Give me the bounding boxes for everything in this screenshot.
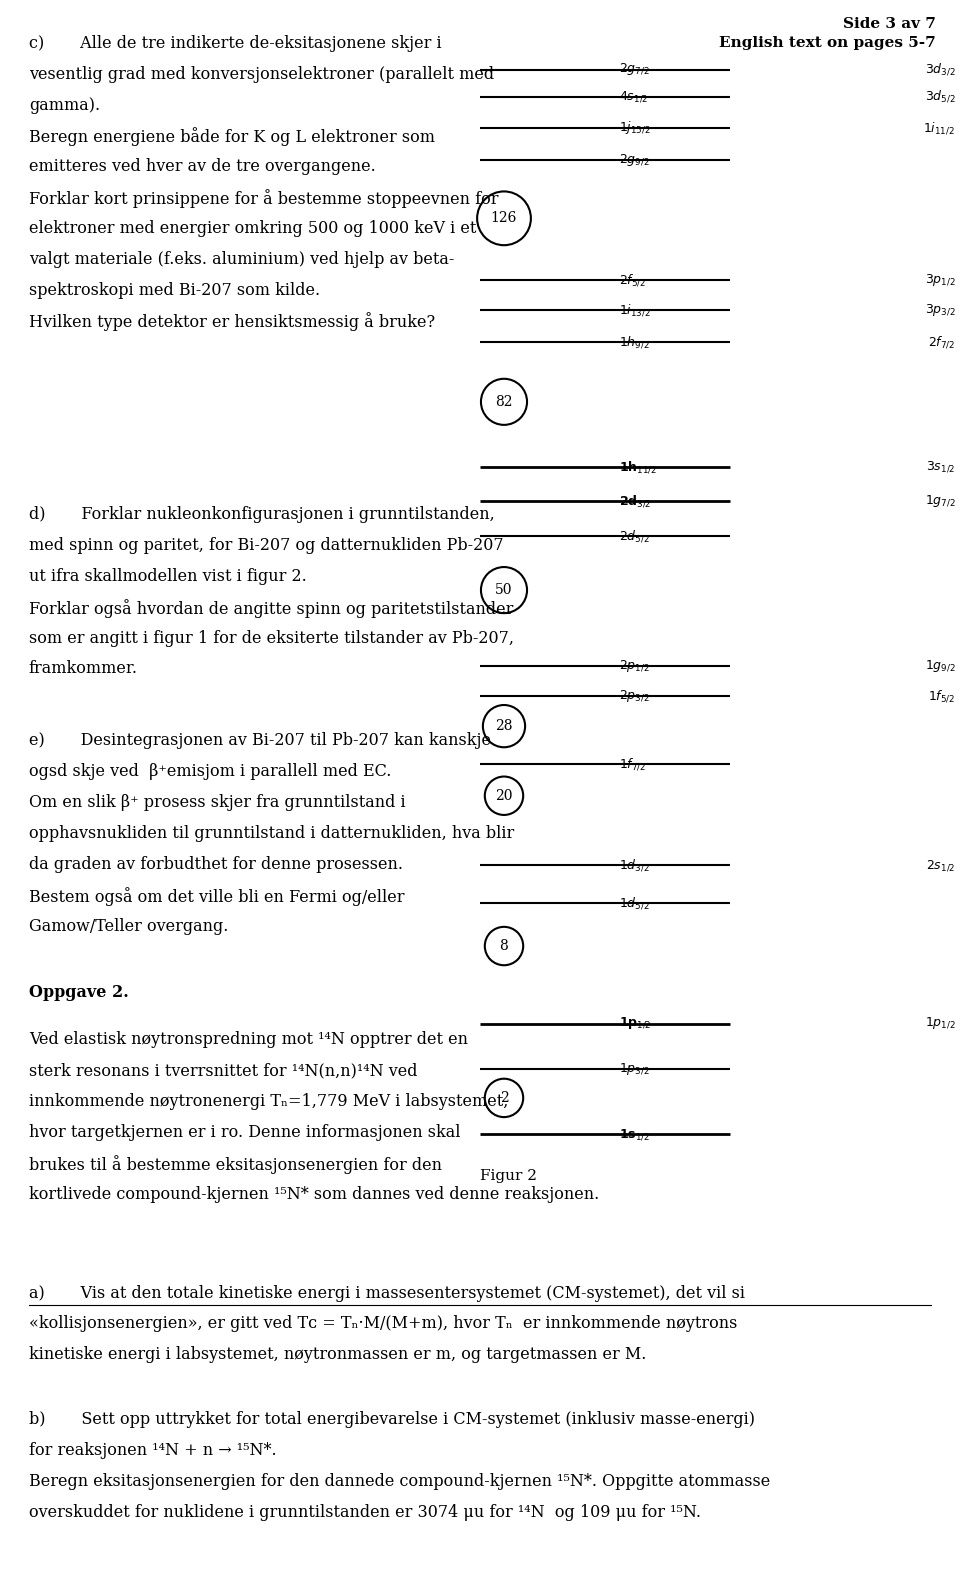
Text: $1d_{3/2}$: $1d_{3/2}$: [619, 857, 650, 873]
Text: $2s_{1/2}$: $2s_{1/2}$: [926, 857, 955, 873]
Text: kortlivede compound-kjernen ¹⁵N* som dannes ved denne reaksjonen.: kortlivede compound-kjernen ¹⁵N* som dan…: [29, 1186, 599, 1202]
Text: $2g_{7/2}$: $2g_{7/2}$: [619, 62, 650, 78]
Text: $2f_{5/2}$: $2f_{5/2}$: [619, 272, 646, 288]
Text: $4s_{1/2}$: $4s_{1/2}$: [619, 89, 648, 104]
Text: vesentlig grad med konversjonselektroner (parallelt med: vesentlig grad med konversjonselektroner…: [29, 65, 494, 82]
Text: framkommer.: framkommer.: [29, 661, 138, 677]
Text: $3d_{3/2}$: $3d_{3/2}$: [924, 62, 955, 78]
Text: e)       Desintegrasjonen av Bi-207 til Pb-207 kan kanskje: e) Desintegrasjonen av Bi-207 til Pb-207…: [29, 732, 491, 750]
Text: $\mathbf{1p}_{1/2}$: $\mathbf{1p}_{1/2}$: [619, 1016, 652, 1031]
Text: 2: 2: [499, 1092, 509, 1104]
Text: elektroner med energier omkring 500 og 1000 keV i et: elektroner med energier omkring 500 og 1…: [29, 220, 476, 237]
Text: da graden av forbudthet for denne prosessen.: da graden av forbudthet for denne proses…: [29, 856, 403, 873]
Text: Hvilken type detektor er hensiktsmessig å bruke?: Hvilken type detektor er hensiktsmessig …: [29, 312, 435, 331]
Text: 28: 28: [495, 720, 513, 732]
Text: $1g_{9/2}$: $1g_{9/2}$: [924, 658, 955, 674]
Text: Bestem også om det ville bli en Fermi og/eller: Bestem også om det ville bli en Fermi og…: [29, 886, 404, 905]
Text: $\mathbf{2d}_{3/2}$: $\mathbf{2d}_{3/2}$: [619, 494, 652, 509]
Text: d)       Forklar nukleonkonfigurasjonen i grunntilstanden,: d) Forklar nukleonkonfigurasjonen i grun…: [29, 506, 494, 524]
Text: ut ifra skallmodellen vist i figur 2.: ut ifra skallmodellen vist i figur 2.: [29, 568, 306, 585]
Text: $3d_{5/2}$: $3d_{5/2}$: [924, 89, 955, 104]
Text: $1p_{3/2}$: $1p_{3/2}$: [619, 1062, 650, 1077]
Text: Oppgave 2.: Oppgave 2.: [29, 984, 129, 1001]
Text: ogsd skje ved  β⁺emisjom i parallell med EC.: ogsd skje ved β⁺emisjom i parallell med …: [29, 763, 391, 780]
Text: $2g_{9/2}$: $2g_{9/2}$: [619, 152, 650, 168]
Text: innkommende nøytronenergi Tₙ=1,779 MeV i labsystemet,: innkommende nøytronenergi Tₙ=1,779 MeV i…: [29, 1093, 508, 1111]
Text: 50: 50: [495, 584, 513, 596]
Text: «kollisjonsenergien», er gitt ved Tᴄ = Tₙ·M/(M+m), hvor Tₙ  er innkommende nøytr: «kollisjonsenergien», er gitt ved Tᴄ = T…: [29, 1316, 737, 1332]
Text: $1h_{9/2}$: $1h_{9/2}$: [619, 334, 650, 350]
Text: emitteres ved hver av de tre overgangene.: emitteres ved hver av de tre overgangene…: [29, 158, 375, 176]
Text: gamma).: gamma).: [29, 97, 100, 114]
Text: Ved elastisk nøytronspredning mot ¹⁴N opptrer det en: Ved elastisk nøytronspredning mot ¹⁴N op…: [29, 1031, 468, 1049]
Text: $3s_{1/2}$: $3s_{1/2}$: [926, 459, 955, 475]
Text: Beregn energiene både for K og L elektroner som: Beregn energiene både for K og L elektro…: [29, 128, 435, 146]
Text: brukes til å bestemme eksitasjonsenergien for den: brukes til å bestemme eksitasjonsenergie…: [29, 1155, 442, 1174]
Text: a)       Vis at den totale kinetiske energi i massesentersystemet (CM-systemet),: a) Vis at den totale kinetiske energi i …: [29, 1285, 745, 1302]
Text: $\mathbf{1h}_{11/2}$: $\mathbf{1h}_{11/2}$: [619, 459, 658, 475]
Text: Om en slik β⁺ prosess skjer fra grunntilstand i: Om en slik β⁺ prosess skjer fra grunntil…: [29, 794, 405, 812]
Text: $2d_{5/2}$: $2d_{5/2}$: [619, 528, 650, 544]
Text: kinetiske energi i labsystemet, nøytronmassen er m, og targetmassen er M.: kinetiske energi i labsystemet, nøytronm…: [29, 1346, 646, 1364]
Text: Beregn eksitasjonsenergien for den dannede compound-kjernen ¹⁵N*. Oppgitte atomm: Beregn eksitasjonsenergien for den danne…: [29, 1473, 770, 1490]
Text: $1f_{5/2}$: $1f_{5/2}$: [928, 688, 955, 704]
Text: $1j_{15/2}$: $1j_{15/2}$: [619, 120, 651, 136]
Text: med spinn og paritet, for Bi-207 og datternukliden Pb-207: med spinn og paritet, for Bi-207 og datt…: [29, 536, 503, 554]
Text: Side 3 av 7
English text on pages 5-7: Side 3 av 7 English text on pages 5-7: [719, 17, 936, 49]
Text: $2f_{7/2}$: $2f_{7/2}$: [928, 334, 955, 350]
Text: $1i_{13/2}$: $1i_{13/2}$: [619, 302, 651, 318]
Text: Forklar også hvordan de angitte spinn og paritetstilstander: Forklar også hvordan de angitte spinn og…: [29, 598, 514, 617]
Text: $\mathbf{1s}_{1/2}$: $\mathbf{1s}_{1/2}$: [619, 1126, 650, 1142]
Text: $3p_{1/2}$: $3p_{1/2}$: [924, 272, 955, 288]
Text: $3p_{3/2}$: $3p_{3/2}$: [924, 302, 955, 318]
Text: b)       Sett opp uttrykket for total energibevarelse i CM-systemet (inklusiv ma: b) Sett opp uttrykket for total energibe…: [29, 1411, 755, 1429]
Text: $1f_{7/2}$: $1f_{7/2}$: [619, 756, 646, 772]
Text: Forklar kort prinsippene for å bestemme stoppeevnen for: Forklar kort prinsippene for å bestemme …: [29, 188, 498, 207]
Text: $1i_{11/2}$: $1i_{11/2}$: [924, 120, 955, 136]
Text: 82: 82: [495, 396, 513, 408]
Text: Figur 2: Figur 2: [480, 1169, 537, 1183]
Text: opphavsnukliden til grunntilstand i datternukliden, hva blir: opphavsnukliden til grunntilstand i datt…: [29, 824, 514, 842]
Text: $2p_{1/2}$: $2p_{1/2}$: [619, 658, 650, 674]
Text: valgt materiale (f.eks. aluminium) ved hjelp av beta-: valgt materiale (f.eks. aluminium) ved h…: [29, 250, 454, 267]
Text: $1g_{7/2}$: $1g_{7/2}$: [924, 494, 955, 509]
Text: $1p_{1/2}$: $1p_{1/2}$: [924, 1016, 955, 1031]
Text: $1d_{5/2}$: $1d_{5/2}$: [619, 895, 650, 911]
Text: 8: 8: [499, 940, 509, 952]
Text: overskuddet for nuklidene i grunntilstanden er 3074 μu for ¹⁴N  og 109 μu for ¹⁵: overskuddet for nuklidene i grunntilstan…: [29, 1503, 701, 1520]
Text: 20: 20: [495, 789, 513, 802]
Text: $2p_{3/2}$: $2p_{3/2}$: [619, 688, 650, 704]
Text: 126: 126: [491, 212, 517, 225]
Text: for reaksjonen ¹⁴N + n → ¹⁵N*.: for reaksjonen ¹⁴N + n → ¹⁵N*.: [29, 1443, 276, 1459]
Text: spektroskopi med Bi-207 som kilde.: spektroskopi med Bi-207 som kilde.: [29, 282, 320, 299]
Text: Gamow/Teller overgang.: Gamow/Teller overgang.: [29, 918, 228, 935]
Text: hvor targetkjernen er i ro. Denne informasjonen skal: hvor targetkjernen er i ro. Denne inform…: [29, 1123, 460, 1141]
Text: c)       Alle de tre indikerte de-eksitasjonene skjer i: c) Alle de tre indikerte de-eksitasjonen…: [29, 35, 442, 52]
Text: som er angitt i figur 1 for de eksiterte tilstander av Pb-207,: som er angitt i figur 1 for de eksiterte…: [29, 630, 514, 647]
Text: sterk resonans i tverrsnittet for ¹⁴N(n,n)¹⁴N ved: sterk resonans i tverrsnittet for ¹⁴N(n,…: [29, 1063, 418, 1079]
